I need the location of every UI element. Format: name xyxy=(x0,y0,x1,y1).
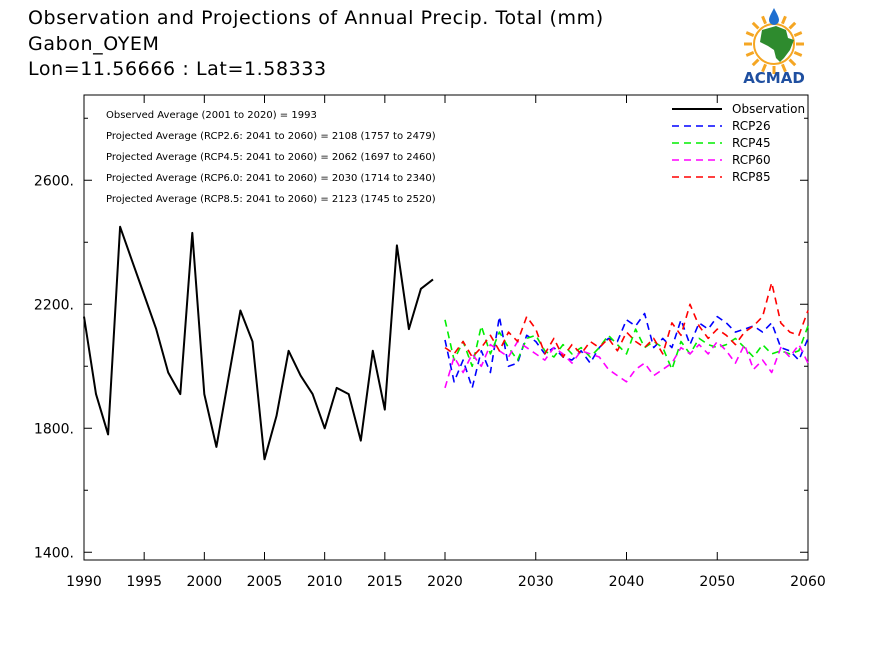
sun-ray xyxy=(761,15,767,25)
legend-label-rcp26: RCP26 xyxy=(732,119,771,133)
stat-line: Projected Average (RCP2.6: 2041 to 2060)… xyxy=(106,131,436,142)
x-tick-label: 2020 xyxy=(427,574,463,590)
y-tick-label: 1400. xyxy=(34,545,74,561)
y-tick-label: 1800. xyxy=(34,421,74,437)
chart-legend: Observation RCP26 RCP45 RCP60 RCP85 xyxy=(672,102,805,184)
chart-title: Observation and Projections of Annual Pr… xyxy=(28,7,604,29)
stat-line: Projected Average (RCP8.5: 2041 to 2060)… xyxy=(106,194,436,205)
legend-label-rcp85: RCP85 xyxy=(732,170,771,184)
acmad-logo: ACMAD xyxy=(743,8,805,86)
series-line-observation xyxy=(83,225,434,461)
stat-line: Projected Average (RCP4.5: 2041 to 2060)… xyxy=(106,152,436,163)
sun-ray xyxy=(788,21,797,30)
y-tick-label: 2200. xyxy=(34,297,74,313)
sun-ray xyxy=(788,58,797,67)
stats-box: Observed Average (2001 to 2020) = 1993 Pr… xyxy=(106,110,436,205)
legend-label-rcp60: RCP60 xyxy=(732,153,771,167)
sun-ray xyxy=(781,63,787,73)
series-line-rcp45 xyxy=(444,319,809,371)
x-tick-label: 2040 xyxy=(609,574,645,590)
location-label: Gabon_OYEM xyxy=(28,33,160,55)
sun-ray xyxy=(761,63,767,73)
coordinates-label: Lon=11.56666 : Lat=1.58333 xyxy=(28,58,327,80)
water-drop-icon xyxy=(769,8,779,25)
y-tick-label: 2600. xyxy=(34,173,74,189)
chart-series xyxy=(83,225,809,461)
legend-label-observation: Observation xyxy=(732,102,805,116)
series-line-rcp26 xyxy=(444,312,809,389)
x-tick-label: 2015 xyxy=(367,574,403,590)
x-tick-label: 1990 xyxy=(66,574,102,590)
x-tick-label: 2050 xyxy=(699,574,735,590)
sun-ray xyxy=(745,31,755,37)
sun-ray xyxy=(751,58,760,67)
sun-ray xyxy=(793,51,803,57)
x-tick-label: 2000 xyxy=(187,574,223,590)
series-line-rcp85 xyxy=(444,281,809,358)
x-tick-label: 2060 xyxy=(790,574,826,590)
sun-ray xyxy=(781,15,787,25)
stat-line: Projected Average (RCP6.0: 2041 to 2060)… xyxy=(106,173,436,184)
legend-label-rcp45: RCP45 xyxy=(732,136,771,150)
series-line-rcp60 xyxy=(444,340,809,389)
sun-ray xyxy=(793,31,803,37)
acmad-logo-text: ACMAD xyxy=(743,69,805,86)
africa-map-icon xyxy=(760,26,794,62)
chart-axes: 1400. 1800. 2200. 2600. 1990 1995 2000 2005 2010… xyxy=(34,94,826,590)
x-tick-label: 1995 xyxy=(126,574,162,590)
sun-ray xyxy=(751,21,760,30)
x-tick-label: 2030 xyxy=(518,574,554,590)
x-tick-label: 2005 xyxy=(247,574,283,590)
sun-ray xyxy=(745,51,755,57)
x-tick-label: 2010 xyxy=(307,574,343,590)
stat-line: Observed Average (2001 to 2020) = 1993 xyxy=(106,110,317,121)
